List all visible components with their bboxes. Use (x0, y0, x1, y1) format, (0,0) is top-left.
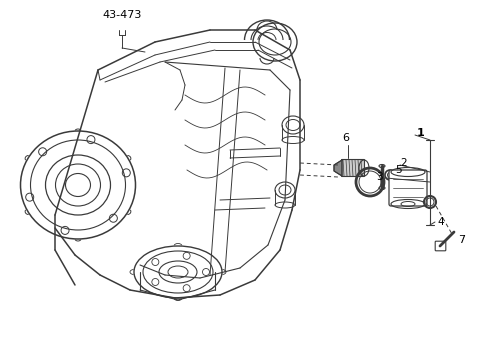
Polygon shape (334, 160, 342, 176)
FancyBboxPatch shape (341, 159, 364, 177)
Text: 7: 7 (458, 235, 465, 245)
Text: 1: 1 (417, 128, 425, 138)
Text: 2: 2 (400, 158, 407, 168)
Text: 4: 4 (437, 217, 444, 227)
FancyBboxPatch shape (435, 241, 446, 251)
Text: 43-473: 43-473 (102, 10, 142, 20)
Text: 6: 6 (343, 133, 349, 143)
Text: 5: 5 (395, 165, 402, 175)
Text: 3: 3 (376, 172, 383, 182)
FancyBboxPatch shape (389, 170, 427, 206)
